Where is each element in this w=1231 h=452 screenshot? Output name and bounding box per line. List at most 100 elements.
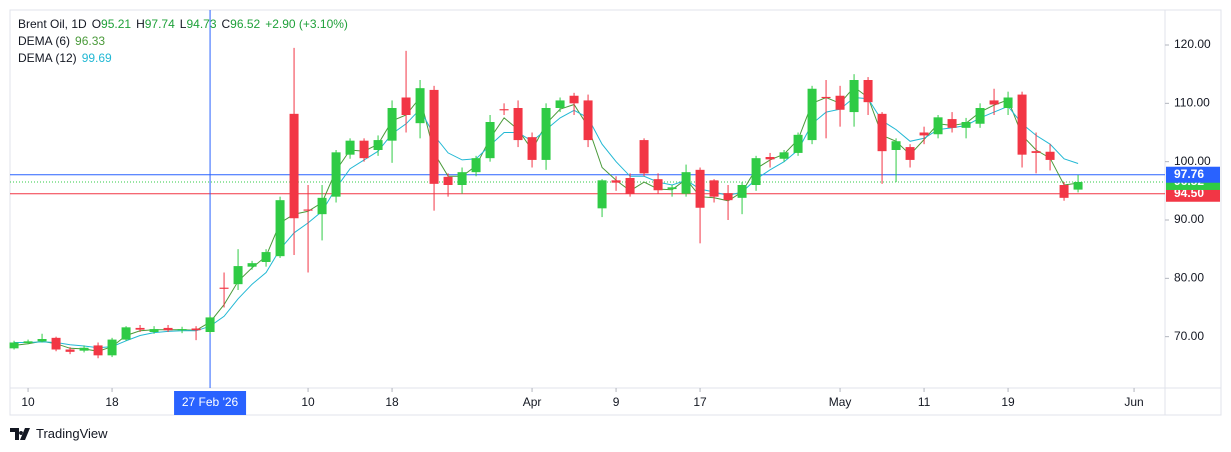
change: +2.90 (+3.10%) <box>265 17 348 31</box>
candle-body <box>149 329 159 332</box>
indicator-value: 99.69 <box>81 51 112 65</box>
candle-body <box>1017 94 1027 155</box>
candle-body <box>569 95 579 104</box>
candle-body <box>1073 181 1083 190</box>
candle-body <box>387 108 397 141</box>
footer: TradingView <box>10 426 108 441</box>
candle-body <box>1045 151 1055 160</box>
candle-body <box>205 317 215 332</box>
candle-body <box>191 328 201 331</box>
candle-body <box>821 96 831 99</box>
candle-body <box>177 329 187 331</box>
candle-body <box>737 185 747 198</box>
ohlc-label: H <box>136 17 145 31</box>
indicator-name: DEMA (6) <box>18 34 71 48</box>
candle-body <box>681 172 691 194</box>
candle-body <box>863 80 873 103</box>
x-tick-label: Apr <box>523 395 542 409</box>
indicator-name: DEMA (12) <box>18 51 77 65</box>
crosshair-price-label: 97.76 <box>1174 167 1204 181</box>
candle-body <box>317 197 327 215</box>
candle-body <box>891 141 901 150</box>
candle-body <box>947 119 957 128</box>
legend-row: DEMA (6) 96.33 <box>18 33 348 50</box>
x-tick-label: 10 <box>21 395 35 409</box>
ohlc-label: L <box>179 17 187 31</box>
y-tick-label: 70.00 <box>1174 329 1204 343</box>
candle-body <box>23 341 33 344</box>
ohlc-label: C <box>221 17 231 31</box>
candle-body <box>723 193 733 201</box>
candle-body <box>107 339 117 356</box>
candle-body <box>485 122 495 159</box>
y-tick-label: 100.00 <box>1174 154 1211 168</box>
symbol-title: Brent Oil, 1D <box>18 17 87 31</box>
crosshair-price-label-box <box>1166 166 1220 183</box>
candle-body <box>877 113 887 152</box>
brand-logo <box>10 427 30 440</box>
candle-body <box>667 187 677 190</box>
ohlc-value: 96.52 <box>230 17 261 31</box>
y-tick-label: 120.00 <box>1174 37 1211 51</box>
candle-body <box>289 113 299 219</box>
candle-body <box>975 108 985 124</box>
candle-body <box>93 345 103 356</box>
ohlc-label: O <box>91 17 102 31</box>
candle-body <box>597 180 607 209</box>
candle-body <box>583 100 593 141</box>
y-tick-label: 110.00 <box>1174 96 1210 110</box>
candle-body <box>415 88 425 124</box>
x-tick-label: 17 <box>693 395 707 409</box>
x-tick-label: 18 <box>105 395 119 409</box>
candle-body <box>51 337 61 350</box>
candle-body <box>345 140 355 155</box>
candle-body <box>429 89 439 184</box>
x-tick-label: 18 <box>385 395 399 409</box>
candle-body <box>331 152 341 197</box>
candle-body <box>275 200 285 257</box>
candle-body <box>653 179 663 191</box>
candle-body <box>65 349 75 352</box>
candle-body <box>163 327 173 331</box>
candle-body <box>751 158 761 185</box>
candle-body <box>457 172 467 185</box>
candle-body <box>849 80 859 113</box>
brand-name: TradingView <box>36 426 108 441</box>
candle-body <box>835 95 845 110</box>
crosshair-date-box <box>174 391 247 415</box>
candle-body <box>1003 97 1013 108</box>
candle-body <box>247 263 257 267</box>
indicator-value: 96.33 <box>75 34 106 48</box>
x-tick-label: 11 <box>918 395 931 409</box>
x-tick-label: Jun <box>1124 395 1143 409</box>
candle-body <box>961 122 971 128</box>
frame <box>9 9 1222 416</box>
legend-row: Brent Oil, 1D O95.21 H97.74 L94.73 C96.52 +2.… <box>18 16 348 33</box>
candle-body <box>499 109 509 111</box>
ohlc-value: 95.21 <box>101 17 132 31</box>
candle-body <box>373 140 383 150</box>
candle-body <box>303 209 313 211</box>
candle-body <box>779 152 789 159</box>
candle-body <box>513 108 523 141</box>
candle-body <box>135 327 145 330</box>
y-tick-label: 90.00 <box>1174 212 1204 226</box>
ohlc-value: 97.74 <box>144 17 175 31</box>
candle-body <box>541 108 551 160</box>
candle-body <box>625 178 635 194</box>
candle-body <box>359 140 369 159</box>
legend: Brent Oil, 1D O95.21 H97.74 L94.73 C96.52 +2.… <box>18 16 348 67</box>
candle-body <box>989 100 999 105</box>
x-tick-label: 9 <box>613 395 620 409</box>
legend-row: DEMA (12) 99.69 <box>18 50 348 67</box>
candle-body <box>261 252 271 262</box>
candle-body <box>919 132 929 136</box>
y-tick-label: 80.00 <box>1174 271 1204 285</box>
candle-body <box>121 327 131 340</box>
candle-body <box>695 169 705 208</box>
x-tick-label: May <box>829 395 852 409</box>
candle-body <box>905 147 915 160</box>
candle-body <box>709 180 719 197</box>
